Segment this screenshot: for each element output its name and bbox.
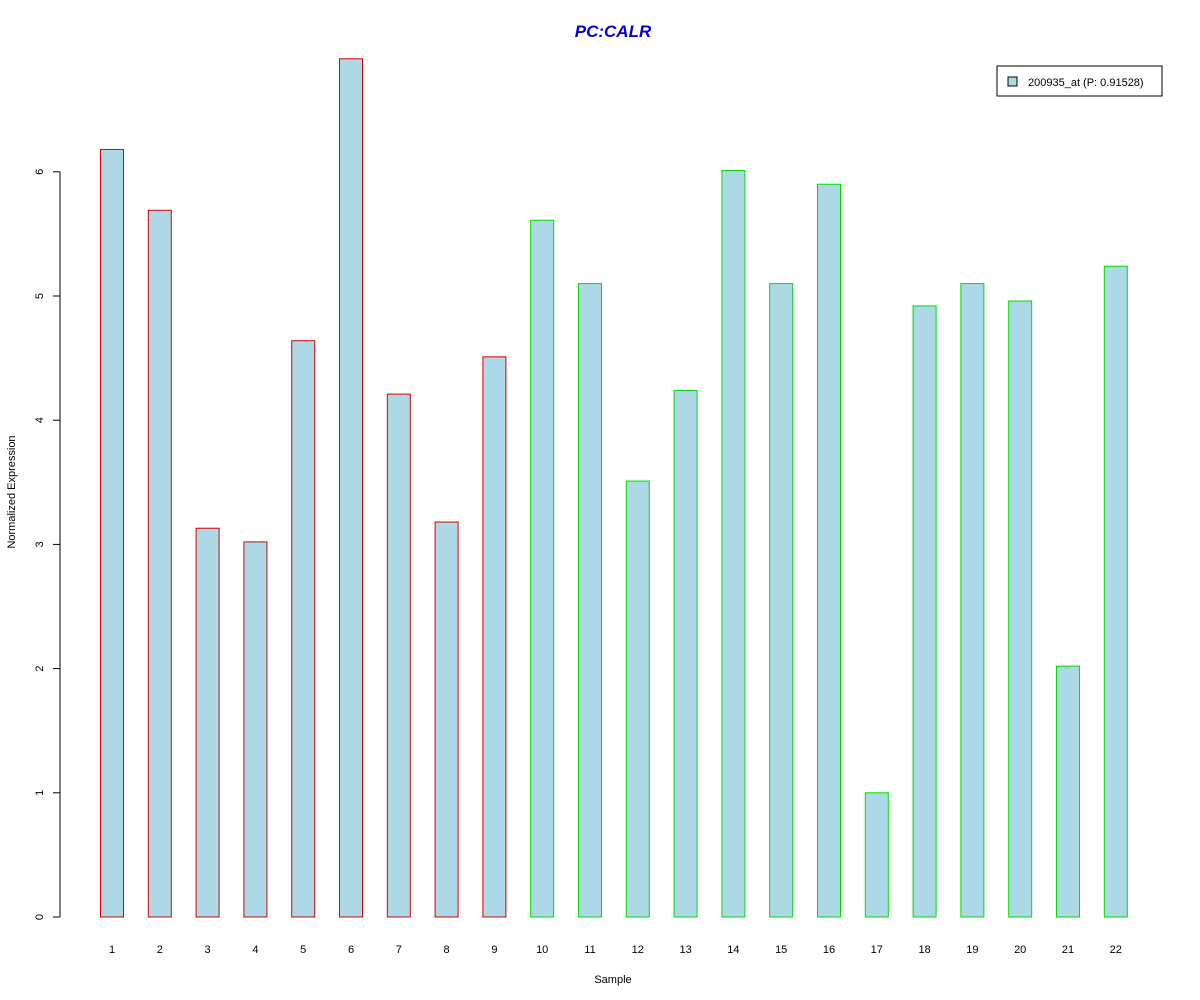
bar xyxy=(195,527,220,918)
x-tick-label: 1 xyxy=(109,944,115,956)
x-tick-label: 12 xyxy=(632,944,644,956)
x-tick-label: 16 xyxy=(823,944,835,956)
bars xyxy=(100,58,1128,918)
x-tick-label: 9 xyxy=(491,944,497,956)
y-tick-label: 3 xyxy=(34,541,46,547)
x-tick-label: 18 xyxy=(918,944,930,956)
x-tick-label: 5 xyxy=(300,944,306,956)
bar xyxy=(147,209,172,918)
x-tick-label: 2 xyxy=(157,944,163,956)
x-tick-label: 6 xyxy=(348,944,354,956)
x-tick-label: 7 xyxy=(396,944,402,956)
x-tick-label: 21 xyxy=(1062,944,1074,956)
bar xyxy=(291,340,316,918)
bar xyxy=(1056,665,1080,918)
bar xyxy=(1103,265,1128,918)
legend-box xyxy=(996,65,1163,97)
x-tick-label: 19 xyxy=(966,944,978,956)
y-axis: 0 1 2 3 4 5 6 xyxy=(34,169,61,920)
bar xyxy=(960,283,985,918)
legend-label: 200935_at (P: 0.91528) xyxy=(1028,77,1144,89)
x-tick-label: 8 xyxy=(444,944,450,956)
x-tick-label: 20 xyxy=(1014,944,1026,956)
x-tick-label: 10 xyxy=(536,944,548,956)
bar xyxy=(1008,300,1033,918)
x-tick-labels: 1 2 3 4 5 6 7 8 9 10 11 12 13 14 15 16 17 18 19 20 21 22 xyxy=(109,944,1122,956)
legend: 200935_at (P: 0.91528) xyxy=(996,65,1163,97)
y-tick-label: 0 xyxy=(34,914,46,920)
x-tick-label: 3 xyxy=(205,944,211,956)
chart-title: PC:CALR xyxy=(575,22,652,41)
y-tick-label: 2 xyxy=(34,666,46,672)
bar xyxy=(434,521,459,918)
x-tick-label: 4 xyxy=(252,944,258,956)
bar xyxy=(769,283,794,918)
bar xyxy=(912,305,937,918)
bar xyxy=(625,480,650,918)
bar xyxy=(482,356,507,918)
bar xyxy=(673,389,698,918)
bar xyxy=(817,183,841,918)
y-tick-label: 6 xyxy=(34,169,46,175)
x-tick-label: 22 xyxy=(1110,944,1122,956)
x-tick-label: 13 xyxy=(679,944,691,956)
legend-swatch xyxy=(1007,76,1018,87)
bar xyxy=(386,393,411,918)
bar xyxy=(578,283,602,918)
bar xyxy=(864,792,889,918)
x-tick-label: 11 xyxy=(584,944,595,956)
bar xyxy=(530,219,555,918)
bar xyxy=(100,148,124,918)
bar xyxy=(243,541,268,918)
y-tick-label: 4 xyxy=(34,417,46,423)
bar xyxy=(721,170,746,918)
y-axis-label: Normalized Expression xyxy=(6,435,18,548)
bar xyxy=(339,58,363,918)
y-tick-label: 5 xyxy=(34,293,46,299)
y-tick-label: 1 xyxy=(34,790,46,796)
x-axis-label: Sample xyxy=(594,974,631,986)
x-tick-label: 15 xyxy=(775,944,787,956)
x-tick-label: 14 xyxy=(727,944,739,956)
x-tick-label: 17 xyxy=(871,944,883,956)
